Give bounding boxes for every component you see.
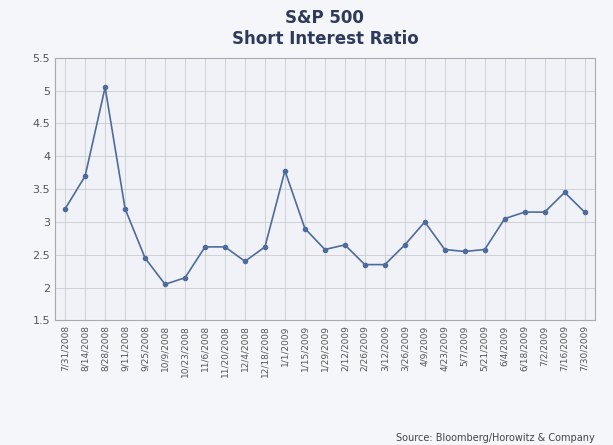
Text: Source: Bloomberg/Horowitz & Company: Source: Bloomberg/Horowitz & Company bbox=[396, 433, 595, 443]
Title: S&P 500
Short Interest Ratio: S&P 500 Short Interest Ratio bbox=[232, 9, 418, 48]
